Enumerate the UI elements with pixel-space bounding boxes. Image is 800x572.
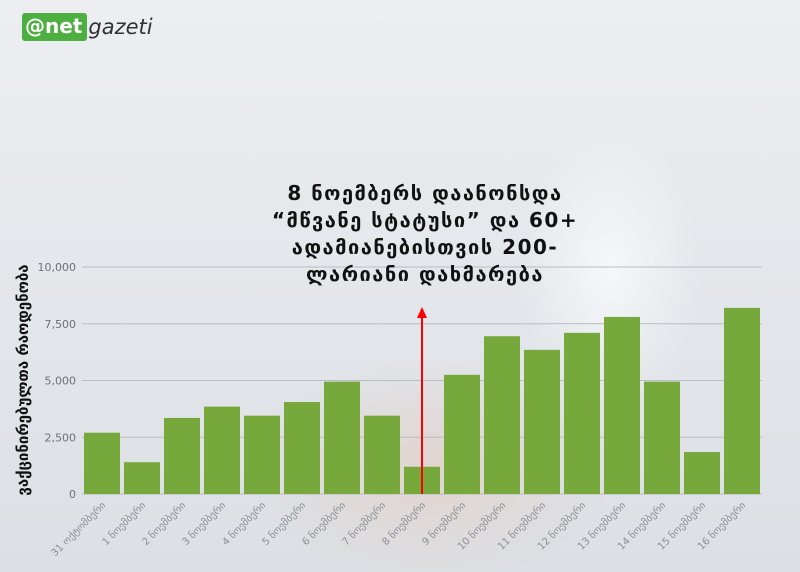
y-tick-label: 10,000 [38, 261, 77, 274]
annotation-text: 8 ნოემბერს დაანონსდა “მწვანე სტატუსი” და… [271, 181, 579, 286]
bar [444, 374, 480, 494]
bar [604, 316, 640, 494]
bar [484, 336, 520, 494]
bars [84, 307, 760, 494]
annotation-arrow [417, 307, 427, 494]
bar [724, 307, 760, 494]
y-tick-label: 0 [69, 488, 76, 501]
logo-text: gazeti [88, 15, 153, 39]
bar [284, 402, 320, 494]
y-tick-labels: 0 2,500 5,000 7,500 10,000 [38, 261, 77, 501]
x-tick-label: 31 ოქტომბერი [49, 500, 108, 559]
bar [324, 381, 360, 494]
y-tick-label: 5,000 [45, 375, 77, 388]
bar [684, 452, 720, 494]
bar [244, 415, 280, 494]
y-axis-label: ვაქცინირებულთა რაოდენობა [14, 264, 32, 495]
bar [204, 406, 240, 494]
bar [364, 415, 400, 494]
netgazeti-logo[interactable]: @net gazeti [22, 12, 153, 42]
bar [524, 349, 560, 494]
y-tick-label: 2,500 [45, 431, 77, 444]
logo-badge: @net [22, 13, 88, 41]
annotation-arrow-head [417, 307, 427, 318]
bar [164, 417, 200, 494]
bar [124, 462, 160, 494]
y-tick-label: 7,500 [45, 318, 77, 331]
bar [564, 332, 600, 494]
bar [84, 432, 120, 494]
bar [644, 381, 680, 494]
